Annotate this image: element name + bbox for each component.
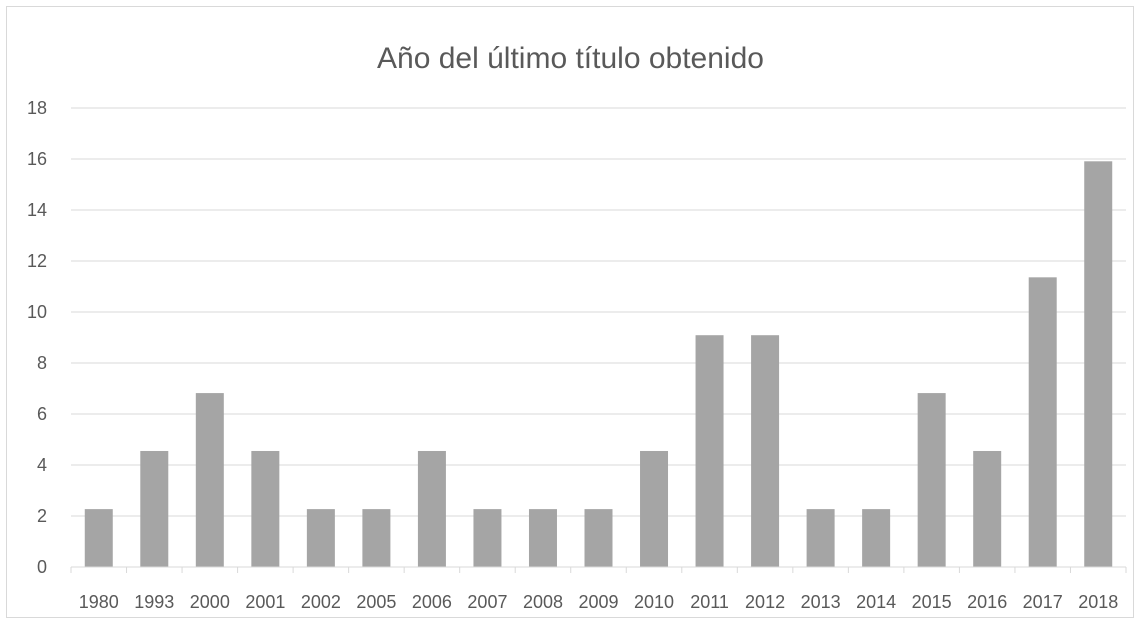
x-tick-label: 2005 — [356, 592, 396, 612]
y-tick-label: 4 — [37, 455, 47, 475]
y-tick-label: 8 — [37, 353, 47, 373]
y-tick-label: 18 — [27, 98, 47, 118]
x-tick-label: 2002 — [301, 592, 341, 612]
chart-title: Año del último título obtenido — [377, 42, 764, 75]
y-tick-label: 2 — [37, 506, 47, 526]
bar — [640, 450, 669, 567]
bar — [306, 509, 335, 567]
bar — [862, 509, 891, 567]
bar — [140, 450, 169, 567]
x-tick-label: 2001 — [245, 592, 285, 612]
bar — [1084, 161, 1113, 568]
bar — [362, 509, 391, 567]
x-tick-label: 1980 — [79, 592, 119, 612]
y-tick-label: 0 — [37, 557, 47, 577]
y-tick-label: 16 — [27, 149, 47, 169]
bar — [251, 450, 280, 567]
x-tick-label: 2017 — [1023, 592, 1063, 612]
x-tick-label: 2008 — [523, 592, 563, 612]
bar — [195, 393, 224, 567]
y-tick-label: 14 — [27, 200, 47, 220]
x-tick-label: 2007 — [467, 592, 507, 612]
bar — [1028, 277, 1057, 567]
bar — [584, 509, 613, 567]
x-tick-label: 2015 — [912, 592, 952, 612]
x-tick-label: 2000 — [190, 592, 230, 612]
bar — [973, 450, 1002, 567]
bar — [695, 335, 724, 567]
bar — [528, 509, 557, 567]
bar — [417, 450, 446, 567]
x-tick-label: 2012 — [745, 592, 785, 612]
x-tick-label: 1993 — [134, 592, 174, 612]
bar — [917, 393, 946, 567]
bar — [473, 509, 502, 567]
x-tick-label: 2011 — [690, 592, 729, 612]
x-tick-label: 2016 — [967, 592, 1007, 612]
y-tick-label: 10 — [27, 302, 47, 322]
x-tick-label: 2006 — [412, 592, 452, 612]
y-tick-label: 6 — [37, 404, 47, 424]
bar — [84, 509, 113, 567]
bar — [751, 335, 780, 567]
y-tick-label: 12 — [27, 251, 47, 271]
bar — [806, 509, 835, 567]
x-tick-label: 2014 — [856, 592, 896, 612]
x-tick-label: 2009 — [578, 592, 618, 612]
x-tick-label: 2010 — [634, 592, 674, 612]
x-tick-label: 2013 — [801, 592, 841, 612]
x-tick-label: 2018 — [1078, 592, 1118, 612]
